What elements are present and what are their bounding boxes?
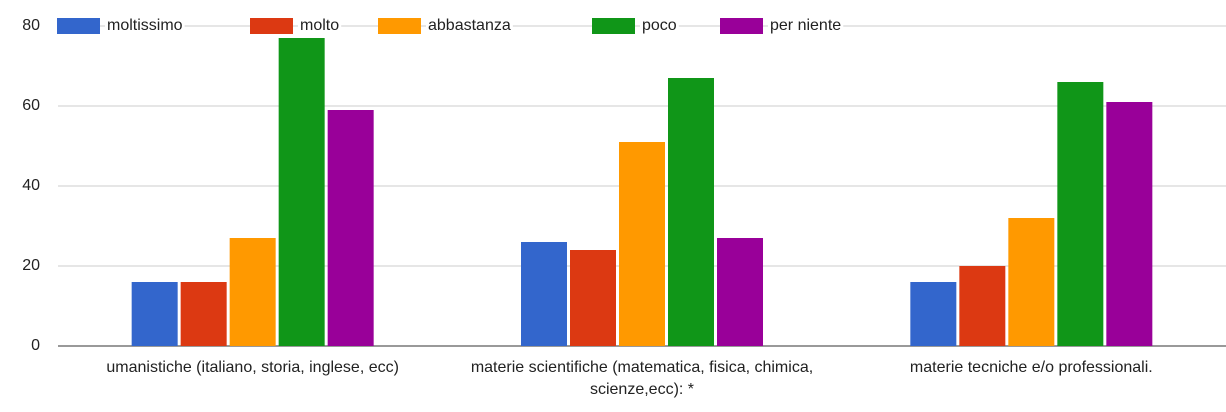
bar [1057, 82, 1104, 346]
y-tick-label: 80 [22, 17, 40, 34]
bar [1008, 218, 1055, 346]
bar [521, 242, 567, 346]
bar [910, 282, 957, 346]
legend-swatch [57, 18, 100, 34]
legend-label: poco [642, 17, 677, 34]
legend-swatch [250, 18, 293, 34]
legend-swatch [720, 18, 763, 34]
legend-label-bg [768, 17, 844, 35]
legend-label-bg [298, 17, 342, 35]
bar [278, 38, 325, 346]
legend-swatch [592, 18, 635, 34]
bar [570, 250, 616, 346]
bar [959, 266, 1006, 346]
bar [327, 110, 374, 346]
bar [1106, 102, 1153, 346]
bar [668, 78, 714, 346]
x-tick-label: materie tecniche e/o professionali. [909, 359, 1153, 376]
y-tick-label: 20 [22, 257, 40, 274]
y-tick-label: 60 [22, 97, 40, 114]
y-tick-label: 0 [31, 337, 40, 354]
legend-label: abbastanza [428, 17, 511, 34]
legend-label: molto [300, 17, 339, 34]
y-tick-label: 40 [22, 177, 40, 194]
legend-swatch [378, 18, 421, 34]
x-tick-label: umanistiche (italiano, storia, inglese, … [106, 359, 399, 376]
legend-label: moltissimo [107, 17, 183, 34]
bar [229, 238, 276, 346]
bar [619, 142, 665, 346]
legend-label-bg [426, 17, 513, 35]
legend-label-bg [105, 17, 185, 35]
bar [180, 282, 227, 346]
bar [131, 282, 178, 346]
x-tick-label: materie scientifiche (matematica, fisica… [470, 359, 814, 398]
legend-label-bg [640, 17, 679, 35]
bar [717, 238, 763, 346]
legend-label: per niente [770, 17, 841, 34]
